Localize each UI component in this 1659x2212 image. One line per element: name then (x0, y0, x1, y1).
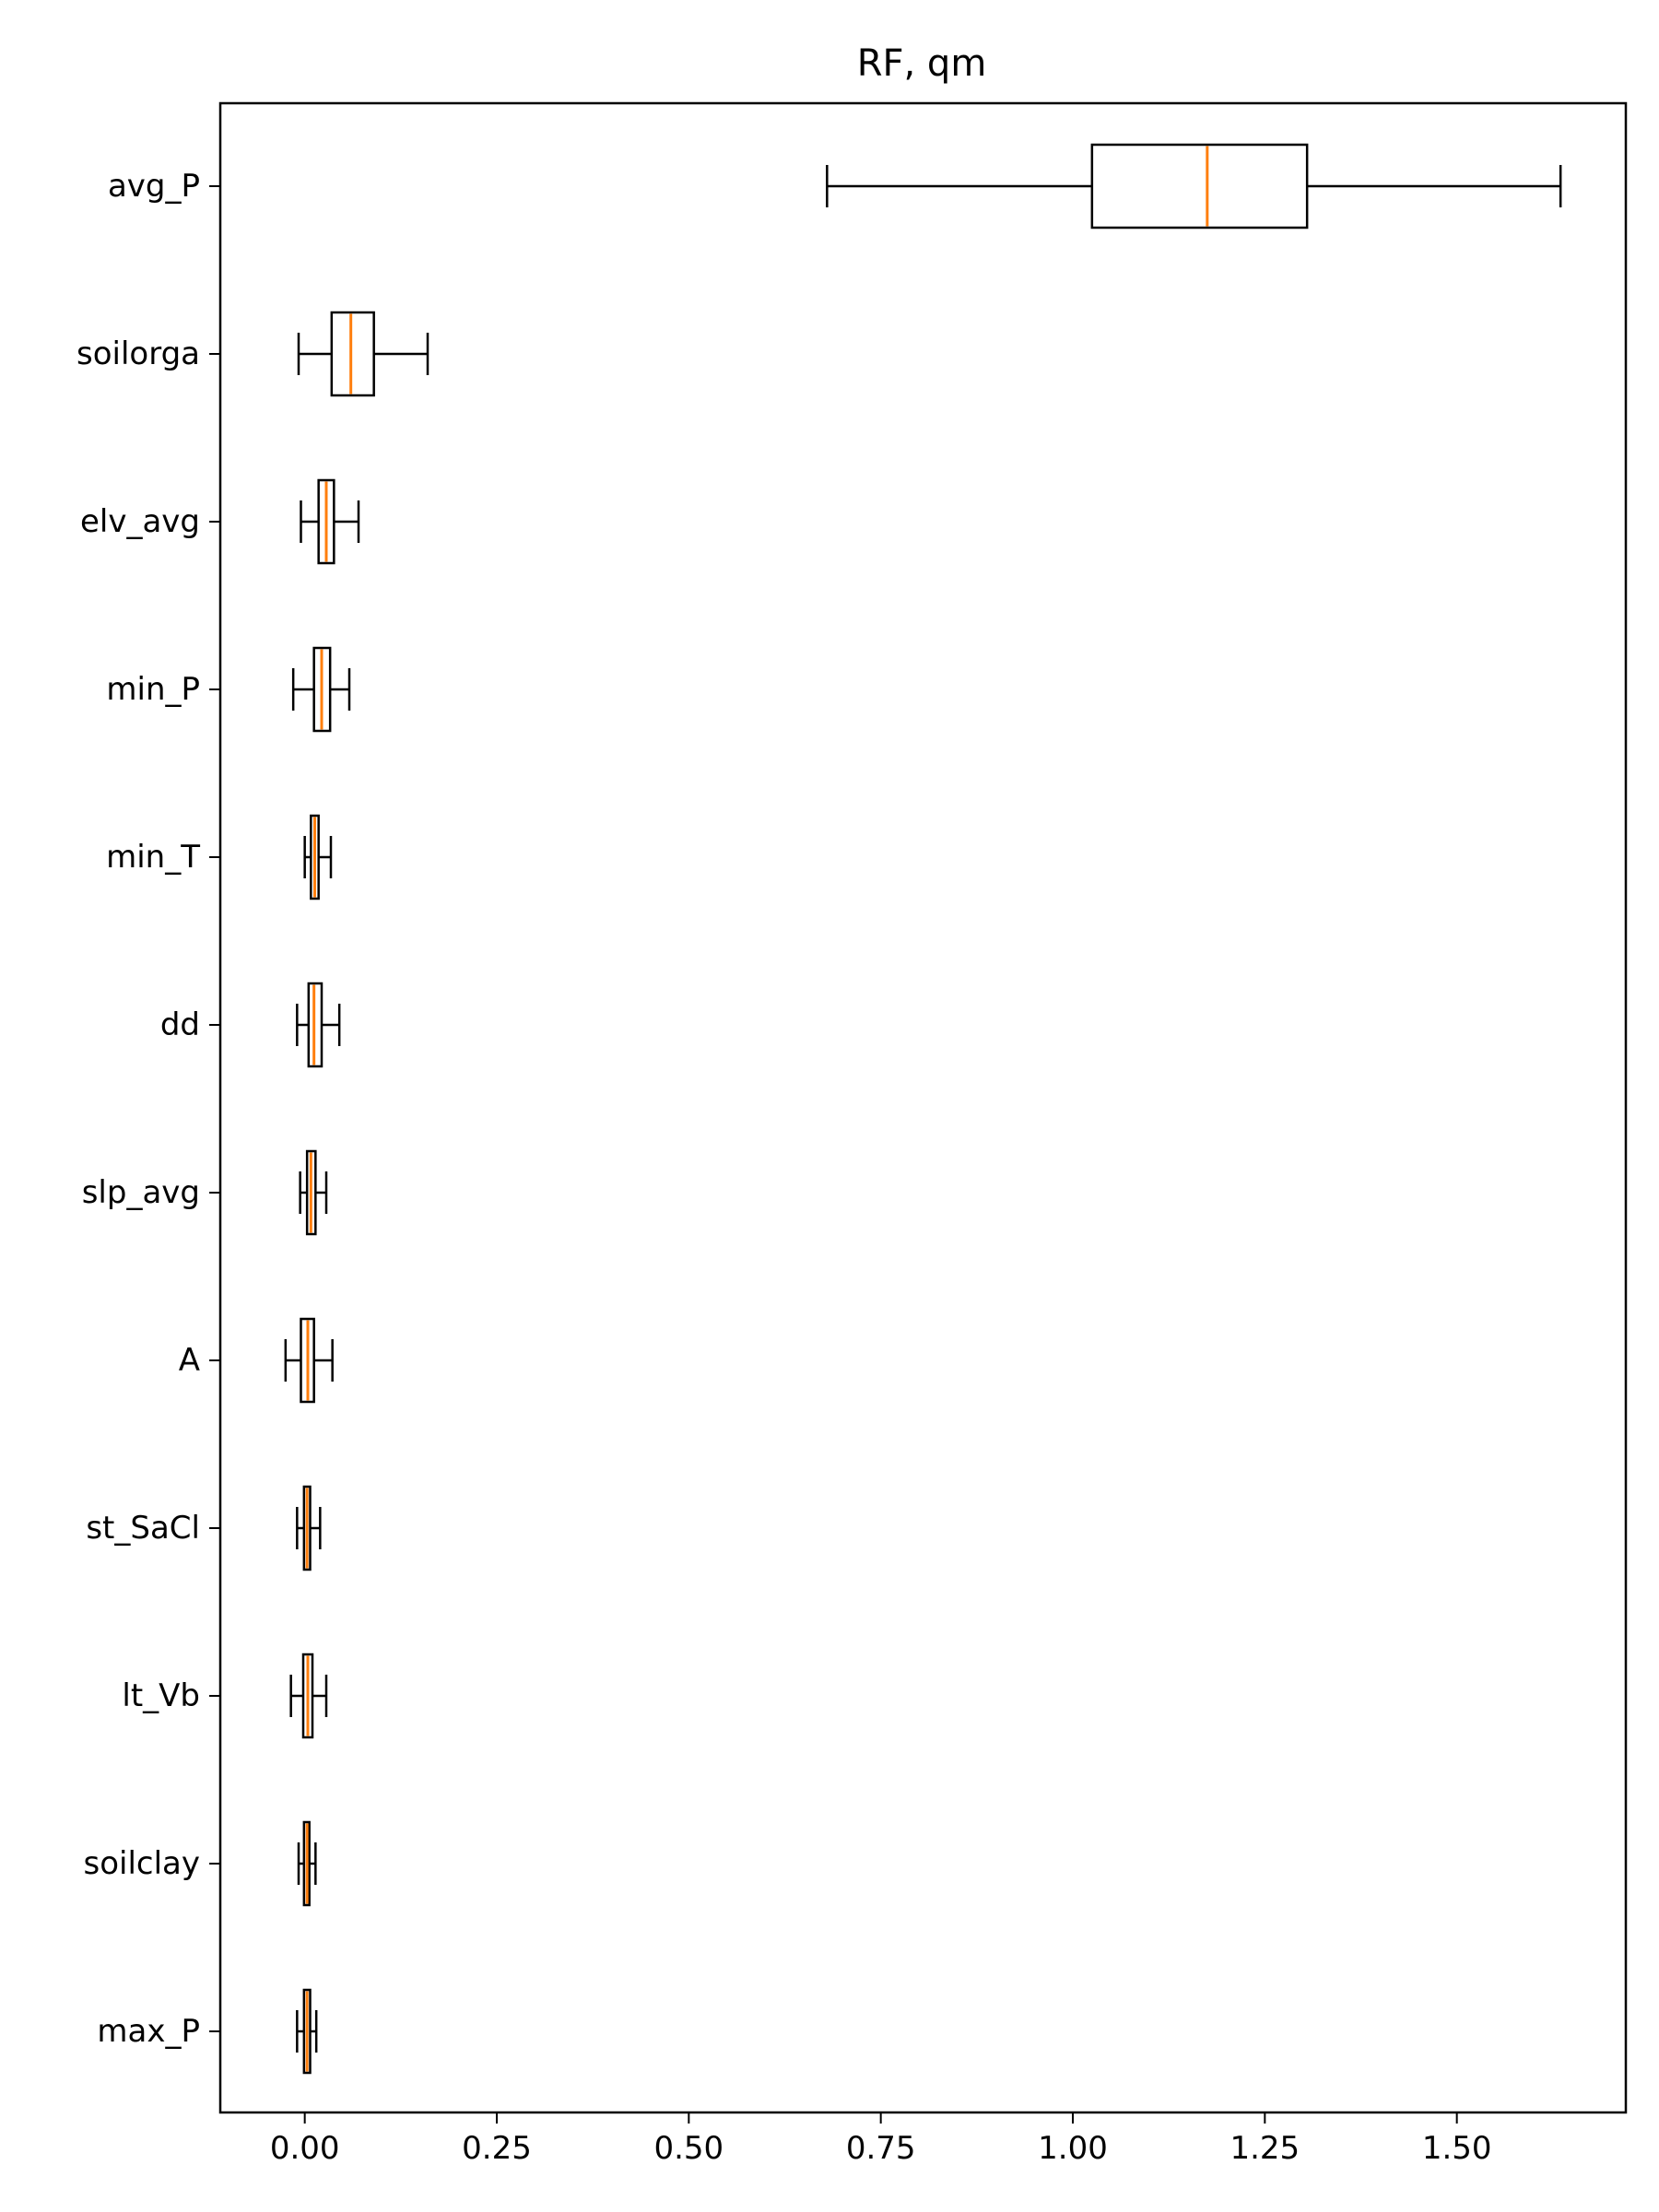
box-lt_Vb (289, 1653, 328, 1739)
box-soilclay (297, 1820, 317, 1907)
plot-frame (218, 101, 1628, 2114)
box-st_SaCl (296, 1485, 322, 1571)
box-A (284, 1317, 334, 1404)
x-tick-label: 1.00 (1038, 2130, 1108, 2167)
y-tick-label: dd (160, 1006, 200, 1043)
box-avg_P (826, 143, 1562, 229)
y-tick-label: max_P (97, 2013, 200, 2050)
boxes-layer (284, 143, 1562, 2075)
x-tick-label: 0.50 (653, 2130, 724, 2167)
y-tick-label: min_P (106, 671, 200, 708)
x-tick-label: 0.00 (270, 2130, 340, 2167)
x-tick-label: 1.25 (1230, 2130, 1300, 2167)
box-min_T (303, 814, 333, 900)
y-tick-label: st_SaCl (86, 1510, 200, 1547)
box-soilorga (297, 311, 429, 397)
box-min_P (291, 646, 351, 733)
box-iqr (330, 311, 375, 397)
box-iqr (1090, 143, 1309, 229)
y-tick-label: slp_avg (82, 1174, 200, 1211)
x-axis: 0.00 0.25 0.50 0.75 1.00 1.25 1.50 (270, 2112, 1492, 2167)
box-elv_avg (300, 478, 360, 565)
x-tick-label: 0.75 (846, 2130, 916, 2167)
y-tick-label: avg_P (108, 168, 200, 205)
y-tick-label: A (179, 1342, 200, 1379)
x-tick-label: 0.25 (462, 2130, 532, 2167)
y-tick-label: lt_Vb (122, 1677, 200, 1714)
y-tick-label: min_T (106, 839, 200, 876)
box-slp_avg (299, 1149, 328, 1236)
y-tick-label: soilorga (76, 335, 200, 372)
y-tick-label: elv_avg (80, 503, 200, 540)
y-tick-label: soilclay (83, 1845, 200, 1882)
box-dd (296, 982, 341, 1068)
box-max_P (296, 1988, 318, 2075)
y-axis: avg_P soilorga elv_avg min_P min_Tdd slp_avg A… (76, 168, 220, 2050)
chart-title: RF, qm (857, 42, 987, 85)
x-tick-label: 1.50 (1422, 2130, 1492, 2167)
